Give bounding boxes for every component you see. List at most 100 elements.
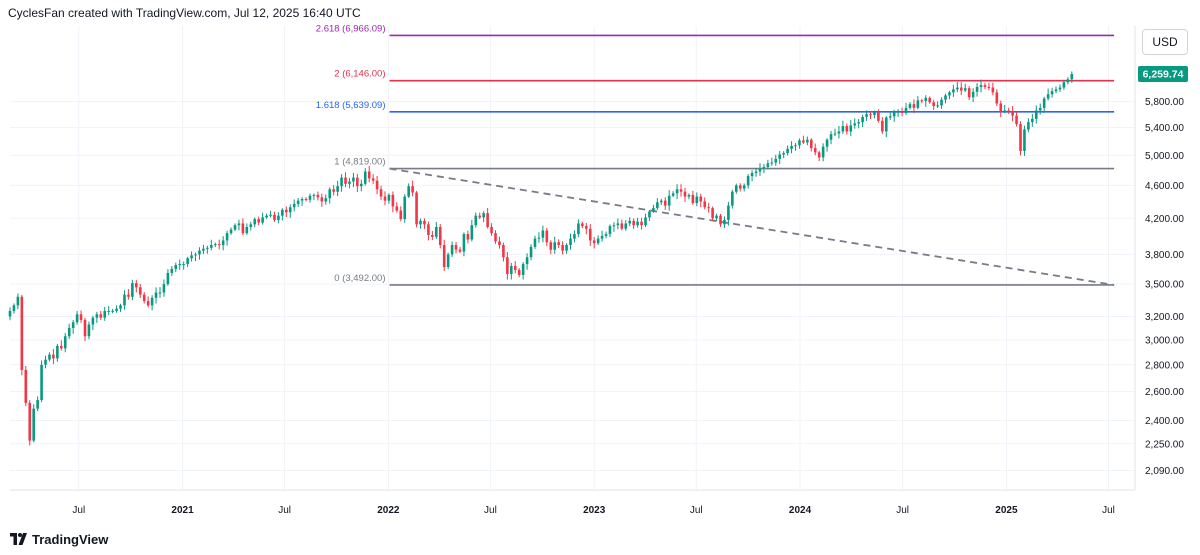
currency-button[interactable]: USD xyxy=(1142,29,1188,55)
candle-body xyxy=(202,248,205,251)
candle-body xyxy=(138,287,142,295)
candle-body xyxy=(683,191,687,197)
y-tick-label: 5,400.00 xyxy=(1145,123,1184,134)
candle-body xyxy=(135,283,138,288)
candle-body xyxy=(99,314,103,318)
candle-body xyxy=(360,183,363,187)
candle-body xyxy=(727,205,730,220)
y-axis-ticks: 2,090.00 2,250.00 2,400.00 2,600.00 2,800.00… xyxy=(1145,97,1184,477)
candle-body xyxy=(178,264,182,266)
candle-body xyxy=(510,266,513,274)
candle-body xyxy=(170,268,174,273)
y-tick-label: 5,000.00 xyxy=(1145,151,1184,162)
last-price-label: 6,259.74 xyxy=(1143,69,1184,81)
candle-body xyxy=(588,228,592,241)
candle-body xyxy=(162,284,166,293)
candle-body xyxy=(995,92,999,104)
x-tick-label: 2021 xyxy=(171,505,194,516)
candle-body xyxy=(237,223,241,226)
candle-body xyxy=(450,245,454,255)
candle-body xyxy=(1003,110,1007,112)
candle-body xyxy=(667,195,671,206)
candle-body xyxy=(304,198,308,200)
candle-body xyxy=(581,223,584,227)
candle-body xyxy=(869,114,872,116)
candle-body xyxy=(533,238,537,247)
candle-body xyxy=(738,185,742,189)
candle-body xyxy=(983,85,987,87)
candle-body xyxy=(806,139,809,143)
candle-body xyxy=(466,234,470,240)
candle-body xyxy=(356,177,359,187)
y-tick-label: 2,090.00 xyxy=(1145,466,1184,477)
candles-group xyxy=(8,71,1074,446)
candle-body xyxy=(671,193,675,196)
candle-body xyxy=(119,305,122,309)
candle-body xyxy=(63,336,67,349)
candle-body xyxy=(367,171,371,179)
y-tick-label: 3,000.00 xyxy=(1145,335,1184,346)
candle-body xyxy=(952,89,955,93)
candle-body xyxy=(83,319,87,337)
x-tick-label: Jul xyxy=(72,505,85,516)
candle-body xyxy=(896,111,900,113)
candle-body xyxy=(762,167,766,169)
candle-body xyxy=(561,245,564,251)
candle-body xyxy=(1070,74,1074,80)
candle-body xyxy=(186,258,189,265)
candle-body xyxy=(845,126,849,132)
candle-body xyxy=(545,230,549,243)
candle-body xyxy=(553,242,557,250)
candle-body xyxy=(612,225,616,227)
candle-body xyxy=(91,317,95,325)
candle-body xyxy=(316,194,320,198)
candle-body xyxy=(127,294,130,297)
candle-body xyxy=(194,254,197,256)
x-tick-label: Jul xyxy=(278,505,291,516)
candle-body xyxy=(975,86,979,92)
candle-body xyxy=(549,242,553,250)
candle-body xyxy=(841,126,845,132)
candle-body xyxy=(904,107,908,114)
candle-body xyxy=(257,219,260,223)
candle-body xyxy=(636,221,639,226)
candle-body xyxy=(999,103,1003,112)
candle-body xyxy=(659,200,663,203)
candle-body xyxy=(731,191,734,206)
candle-body xyxy=(229,229,233,234)
candle-body xyxy=(1038,107,1042,111)
candle-body xyxy=(557,242,560,246)
candle-body xyxy=(967,88,971,98)
candle-body xyxy=(419,220,422,225)
fib-level-label: 0 (3,492.00) xyxy=(334,273,385,284)
candle-body xyxy=(158,292,162,294)
candle-body xyxy=(292,203,296,208)
fib-level-label: 1.618 (5,639.09) xyxy=(316,100,386,111)
candle-body xyxy=(399,210,403,220)
candle-body xyxy=(924,97,928,101)
candle-body xyxy=(79,314,83,320)
candle-body xyxy=(277,215,280,220)
candle-body xyxy=(16,296,20,306)
candle-body xyxy=(371,178,375,181)
candle-body xyxy=(75,314,79,323)
y-tick-label: 3,200.00 xyxy=(1145,312,1184,323)
candle-body xyxy=(628,220,632,224)
candle-body xyxy=(786,148,789,154)
candle-body xyxy=(213,244,217,246)
y-tick-label: 4,600.00 xyxy=(1145,181,1184,192)
candle-body xyxy=(600,235,604,239)
candle-body xyxy=(111,310,114,312)
candle-body xyxy=(1031,118,1034,123)
candle-body xyxy=(442,245,446,268)
candle-body xyxy=(1019,124,1022,151)
candle-body xyxy=(502,245,505,258)
candle-body xyxy=(573,234,576,239)
x-tick-label: Jul xyxy=(484,505,497,516)
candle-body xyxy=(928,97,932,103)
candle-body xyxy=(154,292,158,298)
x-tick-label: Jul xyxy=(1102,505,1115,516)
candle-body xyxy=(1050,91,1054,95)
candle-body xyxy=(1027,122,1030,130)
